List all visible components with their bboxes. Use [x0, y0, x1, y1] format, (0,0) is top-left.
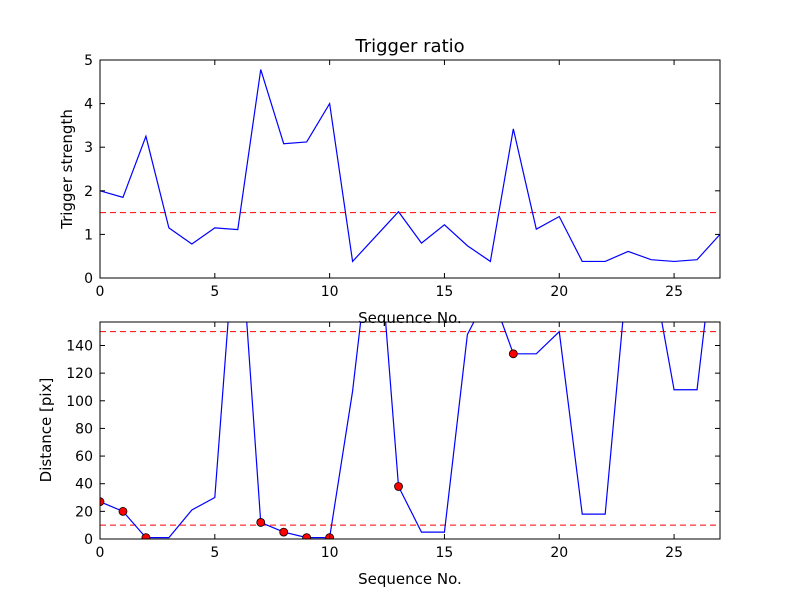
trigger-x-tick-label: 25: [665, 284, 683, 300]
distance-series-line-0: [100, 322, 706, 539]
distance-marker-point-8: [508, 349, 518, 359]
trigger-x-tick-label: 5: [210, 284, 219, 300]
distance-marker-point-1: [118, 506, 128, 516]
trigger-y-tick-label: 5: [84, 53, 93, 69]
chart-title: Trigger ratio: [354, 36, 464, 57]
trigger-x-tick-label: 15: [436, 284, 454, 300]
distance-marker-point-7: [394, 482, 403, 491]
distance-x-axis-label: Sequence No.: [358, 570, 462, 588]
distance-plot-area: [100, 322, 720, 539]
distance-axes-frame: [99, 321, 721, 540]
trigger-y-tick-label: 2: [84, 184, 93, 200]
trigger-y-tick-label: 4: [84, 97, 93, 113]
trigger-y-tick-label: 3: [84, 140, 93, 156]
distance-y-tick-label: 80: [75, 421, 93, 437]
trigger-x-axis-label: Sequence No.: [358, 309, 462, 327]
trigger-series-line-0: [100, 69, 720, 263]
distance-x-tick-label: 20: [550, 545, 568, 561]
trigger-x-tick-label: 10: [321, 284, 339, 300]
distance-x-tick-label: 25: [665, 545, 683, 561]
trigger-y-axis-label: Trigger strength: [58, 109, 76, 230]
trigger-x-tick-label: 0: [96, 284, 105, 300]
distance-axis-ticks: 0 5 10 15 20 25 0 20 40 60 80 100 120 140: [66, 322, 720, 561]
distance-y-tick-label: 20: [75, 504, 93, 520]
distance-y-tick-label: 40: [75, 477, 93, 493]
distance-x-tick-label: 0: [96, 545, 105, 561]
distance-marker-point-0: [100, 497, 105, 507]
distance-marker-point-5: [302, 533, 312, 539]
trigger-y-tick-label: 1: [84, 227, 93, 243]
distance-y-tick-label: 120: [66, 366, 93, 382]
distance-x-tick-label: 15: [436, 545, 454, 561]
distance-y-tick-label: 0: [84, 532, 93, 548]
distance-y-tick-label: 100: [66, 394, 93, 410]
trigger-plot-area: [100, 69, 720, 263]
distance-chart: 0 5 10 15 20 25 0 20 40 60 80 100 120 140 Sequence No…: [37, 321, 721, 588]
distance-marker-point-3: [256, 518, 266, 527]
distance-marker-point-4: [279, 527, 289, 537]
trigger-x-tick-label: 20: [550, 284, 568, 300]
trigger-y-tick-label: 0: [84, 271, 93, 287]
distance-x-tick-label: 10: [321, 545, 339, 561]
distance-y-axis-label: Distance [pix]: [37, 378, 55, 483]
trigger-ratio-chart: Trigger ratio 0 5 10 15 20 25 0 1 2 3 4 5 Sequence …: [58, 36, 721, 327]
trigger-axis-ticks: 0 5 10 15 20 25 0 1 2 3 4 5: [84, 53, 720, 300]
distance-marker-point-2: [141, 533, 151, 539]
distance-x-tick-label: 5: [210, 545, 219, 561]
distance-y-tick-label: 140: [66, 338, 93, 354]
distance-y-tick-label: 60: [75, 449, 93, 465]
trigger-axes-frame: [99, 59, 721, 279]
